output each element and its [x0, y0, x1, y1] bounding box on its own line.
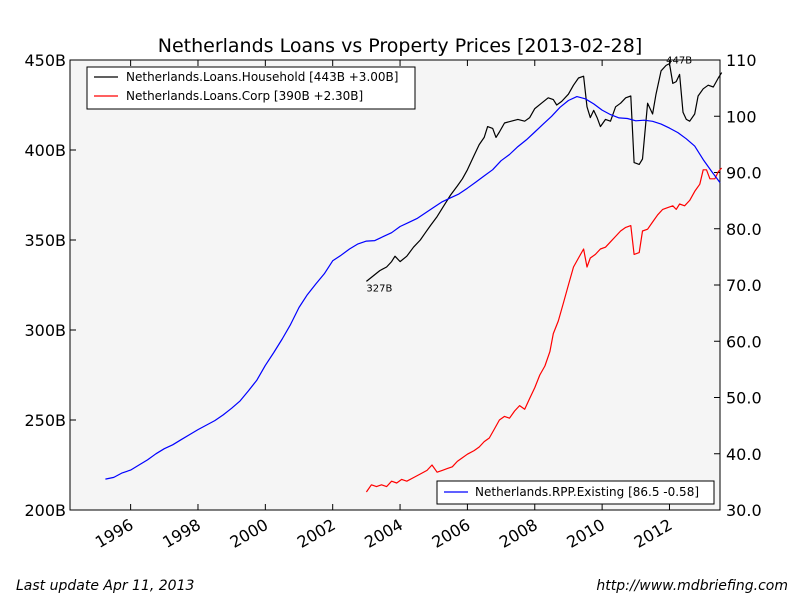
y-axis-right: 30.0 40.0 50.0 60.0 70.0 80.0 90.0 100 110	[714, 51, 762, 520]
y-left-tick-label: 250B	[24, 411, 66, 430]
x-tick-label: 2008	[496, 515, 541, 552]
series-line-2	[105, 95, 721, 480]
series-layer	[105, 62, 723, 493]
y-right-tick-label: 50.0	[726, 389, 762, 408]
y-left-tick-label: 350B	[24, 231, 66, 250]
x-tick-label: 2002	[294, 515, 339, 552]
legend-label-household: Netherlands.Loans.Household [443B +3.00B…	[126, 70, 398, 84]
y-right-tick-label: 30.0	[726, 501, 762, 520]
y-right-tick-label: 40.0	[726, 445, 762, 464]
series-line-1	[365, 167, 723, 493]
x-tick-label: 2000	[227, 515, 272, 552]
y-right-tick-label: 60.0	[726, 332, 762, 351]
x-tick-label: 2006	[429, 515, 474, 552]
y-left-tick-label: 300B	[24, 321, 66, 340]
footer-last-update: Last update Apr 11, 2013	[16, 578, 195, 594]
y-left-tick-label: 200B	[24, 501, 66, 520]
y-right-tick-label: 70.0	[726, 276, 762, 295]
legend-label-rpp: Netherlands.RPP.Existing [86.5 -0.58]	[475, 485, 699, 499]
annotation-label: 327B	[366, 283, 392, 294]
legend-bottom: Netherlands.RPP.Existing [86.5 -0.58]	[436, 480, 715, 505]
chart-title: Netherlands Loans vs Property Prices [20…	[158, 35, 643, 57]
x-tick-label: 1998	[159, 515, 204, 552]
annotation-label: 447B	[666, 55, 692, 66]
y-right-tick-label: 100	[726, 107, 757, 126]
x-tick-label: 2010	[563, 515, 608, 552]
annotation-layer: 447B 327B	[366, 55, 692, 294]
y-right-tick-label: 90.0	[726, 164, 762, 183]
x-tick-label: 1996	[92, 515, 137, 552]
legend-top: Netherlands.Loans.Household [443B +3.00B…	[86, 66, 416, 110]
y-right-tick-label: 110	[726, 51, 757, 70]
y-left-tick-label: 400B	[24, 141, 66, 160]
x-tick-label: 2012	[631, 515, 676, 552]
plot-area	[69, 59, 721, 511]
y-left-tick-label: 450B	[24, 51, 66, 70]
y-axis-left: 200B 250B 300B 350B 400B 450B	[24, 51, 76, 520]
series-line-0	[366, 62, 723, 282]
legend-label-corp: Netherlands.Loans.Corp [390B +2.30B]	[126, 89, 363, 103]
y-right-tick-label: 80.0	[726, 220, 762, 239]
x-tick-label: 2004	[361, 515, 406, 552]
footer-url[interactable]: http://www.mdbriefing.com	[596, 578, 788, 594]
